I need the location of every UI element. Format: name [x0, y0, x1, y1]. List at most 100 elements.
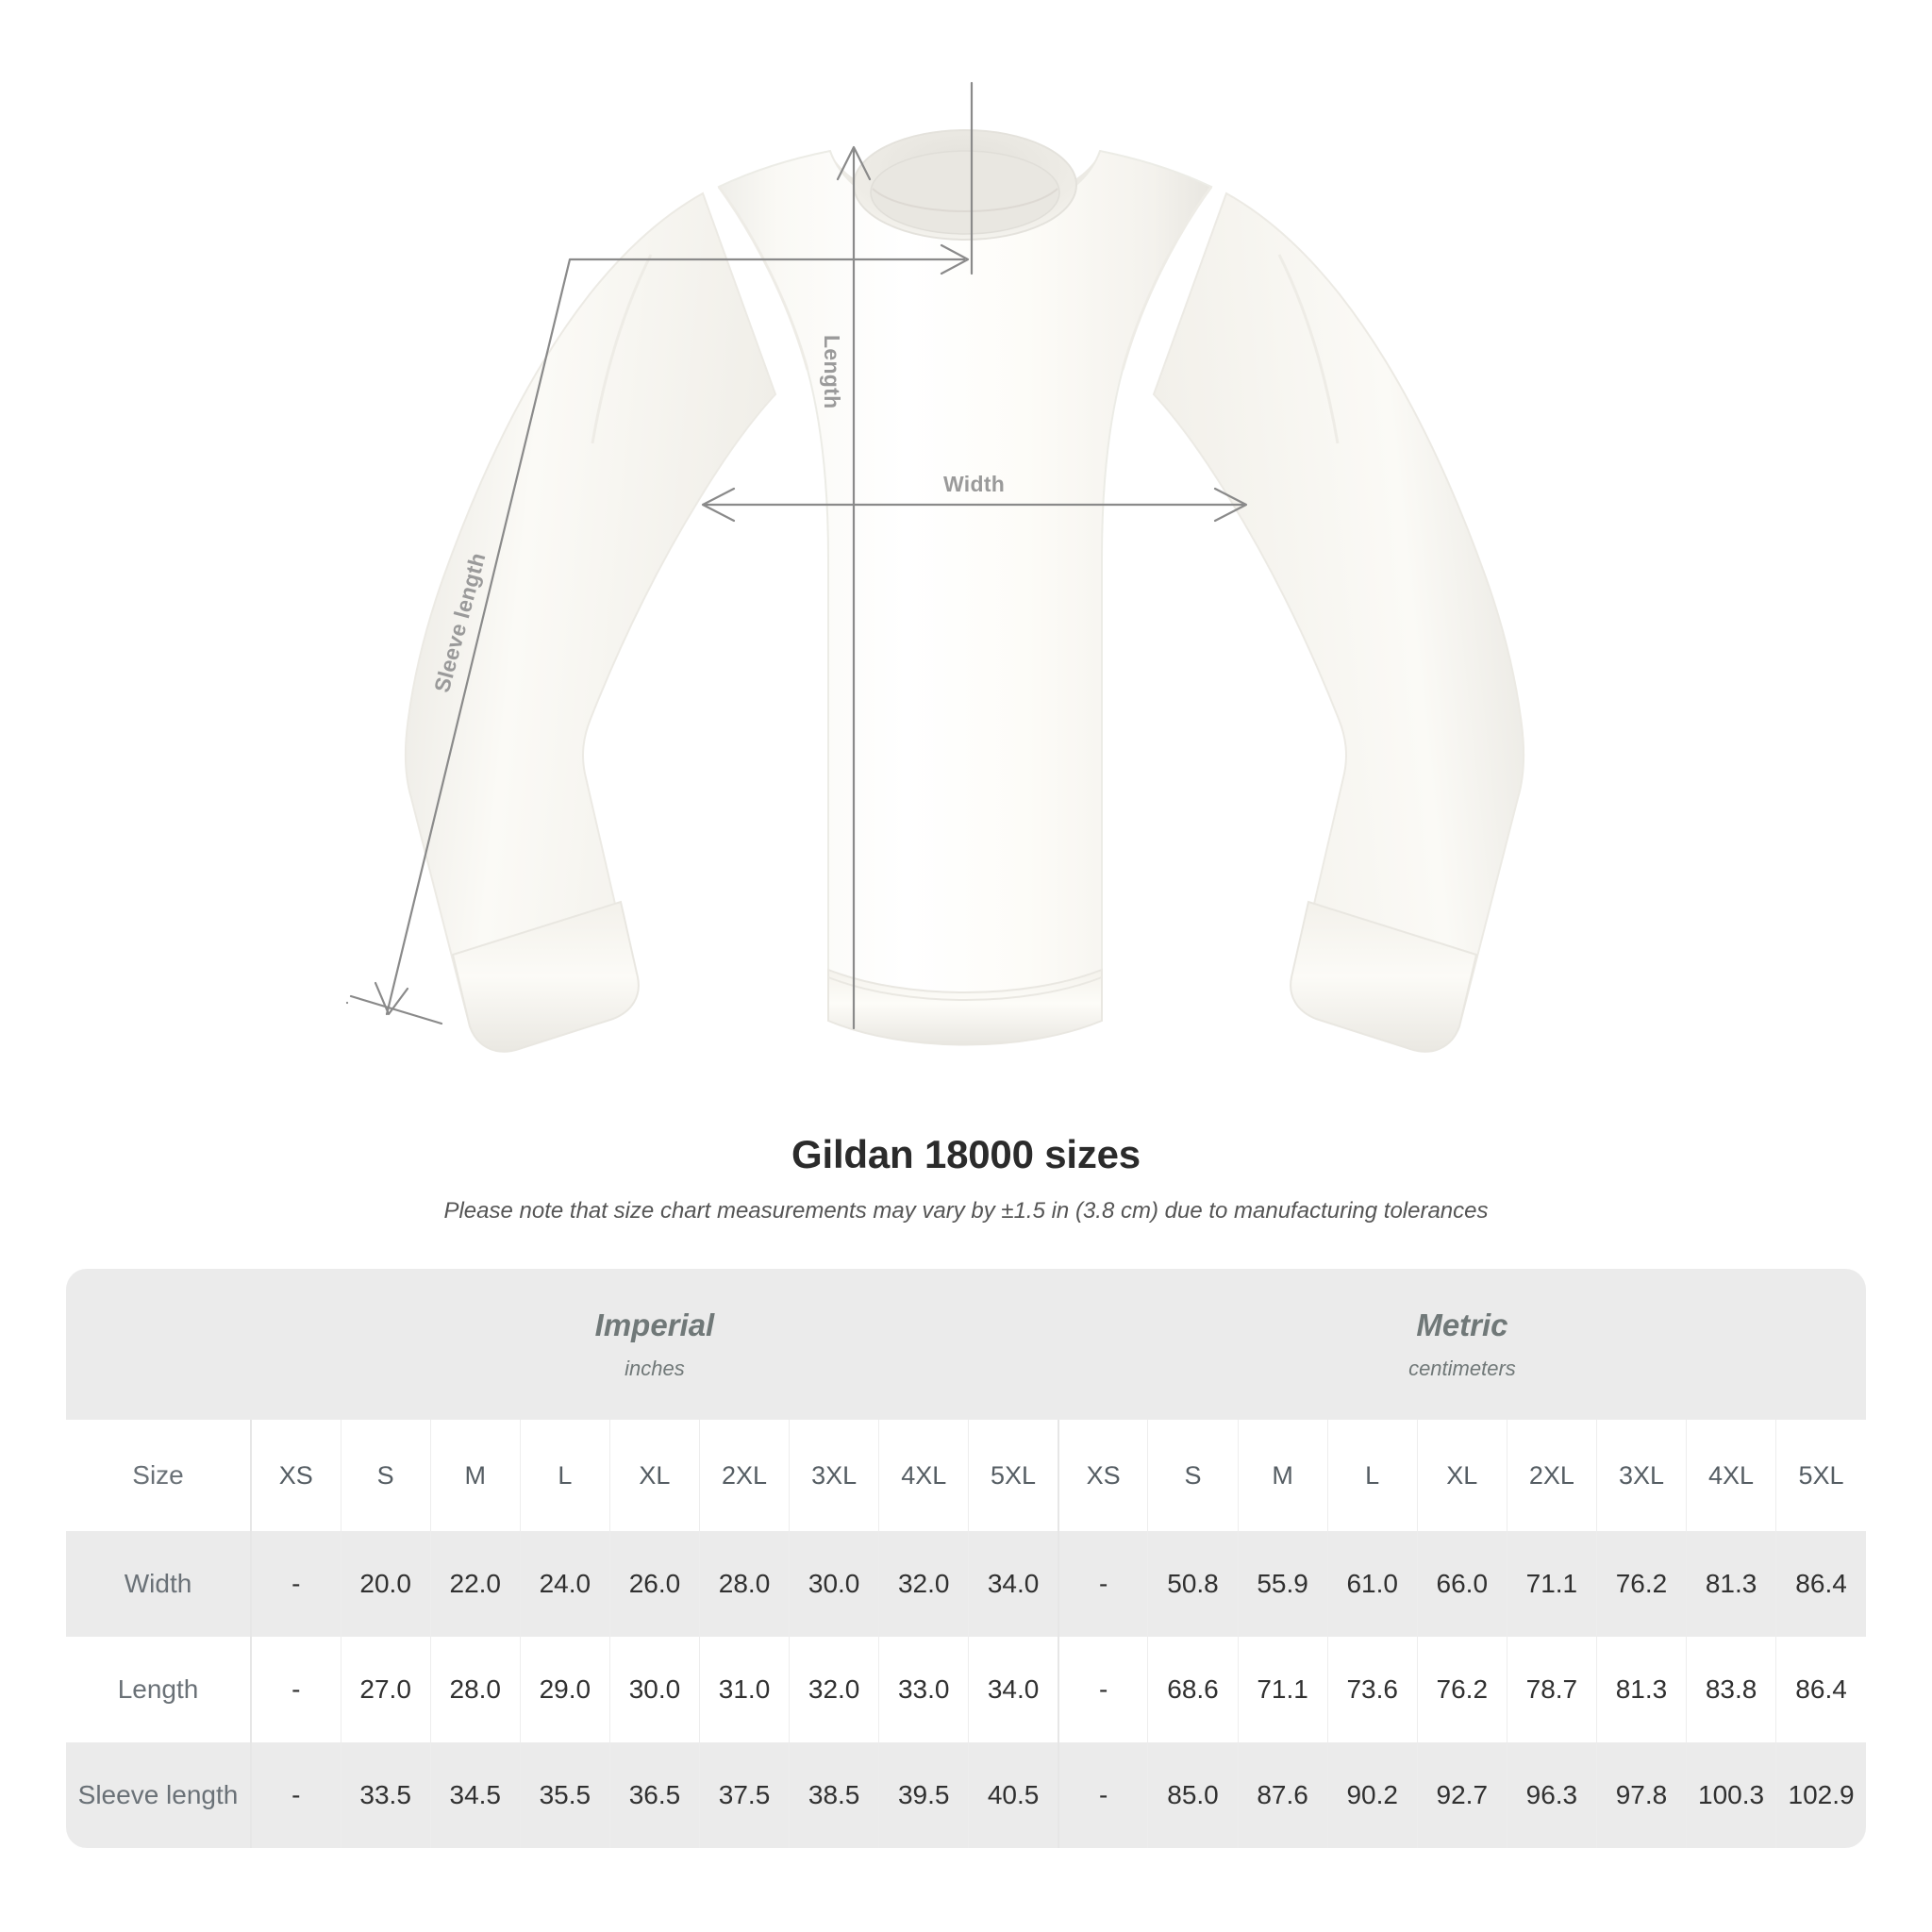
cell-width-imperial-3xl: 30.0 [789, 1531, 879, 1637]
garment-illustration: Length Width Sleeve length [345, 81, 1525, 1053]
cell-sleeve-length-imperial-xs: - [250, 1742, 341, 1848]
cell-width-metric-xs: - [1057, 1531, 1148, 1637]
page-title: Gildan 18000 sizes [791, 1132, 1141, 1176]
cell-length-imperial-2xl: 31.0 [698, 1637, 790, 1742]
cell-sleeve-length-metric-xl: 92.7 [1416, 1742, 1507, 1848]
row-label-sleeve-length: Sleeve length [66, 1742, 252, 1848]
collar-inner [870, 150, 1060, 235]
size-header-metric-5xl: 5XL [1775, 1420, 1866, 1531]
cell-width-metric-s: 50.8 [1147, 1531, 1239, 1637]
cell-length-metric-xs: - [1057, 1637, 1148, 1742]
cell-width-imperial-m: 22.0 [429, 1531, 521, 1637]
right-cuff [1290, 900, 1478, 1053]
cell-length-imperial-l: 29.0 [519, 1637, 610, 1742]
left-shoulder-seam [717, 186, 809, 371]
right-shoulder-seam [1121, 186, 1213, 371]
cell-sleeve-length-metric-l: 90.2 [1326, 1742, 1418, 1848]
size-header-imperial-m: M [429, 1420, 521, 1531]
cell-width-imperial-4xl: 32.0 [878, 1531, 969, 1637]
length-arrowhead-top [836, 145, 872, 181]
size-header-imperial-s: S [340, 1420, 431, 1531]
size-header-metric-2xl: 2XL [1506, 1420, 1597, 1531]
cell-length-imperial-3xl: 32.0 [789, 1637, 879, 1742]
sleeve-bottom-arrowhead [374, 981, 409, 1016]
size-row-header-label: Size [66, 1420, 252, 1531]
cell-length-metric-4xl: 83.8 [1686, 1637, 1776, 1742]
length-annotation-label: Length [820, 335, 844, 409]
width-annotation-label: Width [943, 472, 1006, 496]
cell-sleeve-length-metric-2xl: 96.3 [1506, 1742, 1597, 1848]
sleeve-guide-line [385, 258, 966, 1016]
size-header-imperial-4xl: 4XL [878, 1420, 969, 1531]
unit-group-subtitle: centimeters [1408, 1357, 1516, 1380]
size-header-imperial-5xl: 5XL [968, 1420, 1058, 1531]
size-header-imperial-l: L [519, 1420, 610, 1531]
cell-width-imperial-l: 24.0 [519, 1531, 610, 1637]
sleeve-guide-arrowhead-right [940, 243, 970, 275]
sweatshirt-body-group [404, 129, 1525, 1053]
size-chart-table-wrapper: Imperial inches Metric centimeters Size XS S M L… [66, 1269, 1866, 1848]
right-sleeve-seam [1277, 254, 1340, 444]
cell-sleeve-length-metric-5xl: 102.9 [1775, 1742, 1866, 1848]
size-header-row: Size XS S M L XL 2XL 3XL 4XL 5XL XS S M L XL 2XL 3XL 4XL 5… [66, 1420, 1866, 1531]
cell-sleeve-length-imperial-5xl: 40.5 [968, 1742, 1058, 1848]
cell-sleeve-length-imperial-4xl: 39.5 [878, 1742, 969, 1848]
unit-group-name: Imperial [594, 1307, 715, 1342]
cell-width-metric-m: 55.9 [1237, 1531, 1328, 1637]
cell-sleeve-length-metric-s: 85.0 [1147, 1742, 1239, 1848]
unit-header-row: Imperial inches Metric centimeters [66, 1269, 1866, 1420]
unit-group-name: Metric [1416, 1307, 1508, 1342]
cell-length-metric-2xl: 78.7 [1506, 1637, 1597, 1742]
garment-svg [345, 81, 1525, 1053]
width-arrowhead-right [1213, 487, 1248, 523]
cell-length-metric-5xl: 86.4 [1775, 1637, 1866, 1742]
cell-length-metric-xl: 76.2 [1416, 1637, 1507, 1742]
cell-sleeve-length-metric-m: 87.6 [1237, 1742, 1328, 1848]
title-block: Gildan 18000 sizes Please note that size… [0, 1132, 1932, 1224]
size-header-imperial-2xl: 2XL [698, 1420, 790, 1531]
size-header-imperial-xl: XL [608, 1420, 700, 1531]
cell-width-metric-3xl: 76.2 [1595, 1531, 1687, 1637]
cell-length-imperial-s: 27.0 [340, 1637, 431, 1742]
unit-header-spacer [66, 1269, 252, 1420]
cell-length-metric-m: 71.1 [1237, 1637, 1328, 1742]
size-header-metric-l: L [1326, 1420, 1418, 1531]
width-arrowhead-left [701, 487, 736, 523]
sleeve-bottom-tick-line [349, 994, 443, 1025]
cell-length-metric-l: 73.6 [1326, 1637, 1418, 1742]
cell-width-metric-4xl: 81.3 [1686, 1531, 1776, 1637]
cell-length-imperial-xs: - [250, 1637, 341, 1742]
size-header-metric-s: S [1147, 1420, 1239, 1531]
row-label-length: Length [66, 1637, 252, 1742]
cell-width-metric-2xl: 71.1 [1506, 1531, 1597, 1637]
unit-group-imperial: Imperial inches [251, 1269, 1058, 1420]
cell-sleeve-length-imperial-m: 34.5 [429, 1742, 521, 1848]
hem-stitch [827, 976, 1103, 1001]
table-row: Width -20.0 22.0 24.0 26.0 28.0 30.0 32.0 34.0-5… [66, 1531, 1866, 1637]
cell-width-metric-l: 61.0 [1326, 1531, 1418, 1637]
cell-width-imperial-s: 20.0 [340, 1531, 431, 1637]
size-header-metric-3xl: 3XL [1595, 1420, 1687, 1531]
cell-sleeve-length-imperial-3xl: 38.5 [789, 1742, 879, 1848]
cell-sleeve-length-metric-xs: - [1057, 1742, 1148, 1848]
size-header-metric-xs: XS [1057, 1420, 1148, 1531]
measurement-guides [345, 81, 1248, 1030]
cell-length-imperial-m: 28.0 [429, 1637, 521, 1742]
row-label-width: Width [66, 1531, 252, 1637]
torso [717, 149, 1213, 1011]
cell-width-imperial-xs: - [250, 1531, 341, 1637]
cell-length-metric-3xl: 81.3 [1595, 1637, 1687, 1742]
size-header-imperial-3xl: 3XL [789, 1420, 879, 1531]
cell-sleeve-length-imperial-2xl: 37.5 [698, 1742, 790, 1848]
cell-sleeve-length-metric-4xl: 100.3 [1686, 1742, 1776, 1848]
bottom-hem [827, 968, 1103, 1046]
size-header-imperial-xs: XS [250, 1420, 341, 1531]
size-chart-table: Imperial inches Metric centimeters Size XS S M L… [66, 1269, 1866, 1848]
unit-group-metric: Metric centimeters [1058, 1269, 1866, 1420]
page-subtitle: Please note that size chart measurements… [443, 1198, 1489, 1224]
cell-length-imperial-xl: 30.0 [608, 1637, 700, 1742]
cell-length-imperial-5xl: 34.0 [968, 1637, 1058, 1742]
size-header-metric-xl: XL [1416, 1420, 1507, 1531]
cell-width-imperial-5xl: 34.0 [968, 1531, 1058, 1637]
cell-sleeve-length-metric-3xl: 97.8 [1595, 1742, 1687, 1848]
